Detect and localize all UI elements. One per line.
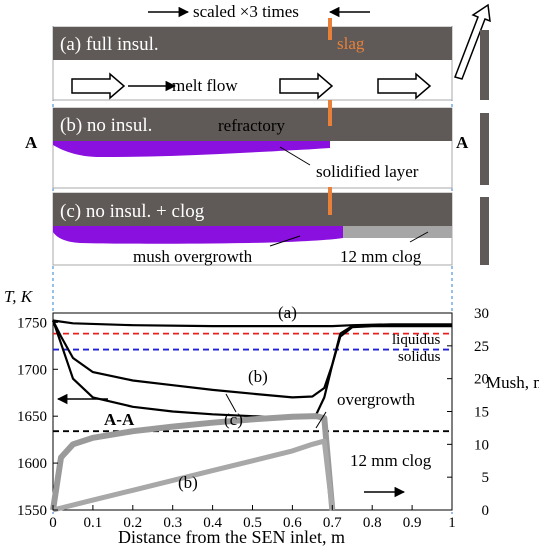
x-tick-label: 1 bbox=[448, 515, 456, 531]
clog-region bbox=[343, 226, 452, 238]
mush-overgrowth bbox=[53, 226, 343, 244]
solidified-leader bbox=[279, 146, 311, 166]
refractory-label: refractory bbox=[218, 116, 286, 135]
scale-note: scaled ×3 times bbox=[148, 2, 370, 21]
panel-b-refractory bbox=[53, 108, 452, 141]
series-line-mush-3 bbox=[50, 413, 336, 511]
clog-line-label: 12 mm clog bbox=[350, 451, 432, 470]
solidified-layer bbox=[53, 141, 330, 157]
chart: 0 0.1 0.2 0.3 0.4 0.5 0.6 0.7 0.8 0.9 1 1550160016… bbox=[4, 287, 539, 547]
curve-label-b: (b) bbox=[248, 367, 268, 386]
mush-label: mush overgrowth bbox=[133, 247, 253, 266]
x-tick-label: 0.8 bbox=[363, 515, 382, 531]
y-right-tick-label: 10 bbox=[474, 437, 489, 453]
section-mark-left: A bbox=[25, 133, 38, 152]
panel-c-label: (c) no insul. + clog bbox=[60, 201, 205, 222]
flow-arrow-icon bbox=[377, 72, 432, 100]
panel-b: (b) no insul. refractory solidified laye… bbox=[25, 100, 489, 189]
section-arrow-label: A-A bbox=[104, 410, 135, 429]
y-right-tick-label: 20 bbox=[474, 372, 489, 388]
slag-mark bbox=[328, 100, 332, 126]
y-left-tick-label: 1650 bbox=[17, 409, 47, 425]
solidus-label: solidus bbox=[398, 349, 441, 365]
reference-lines bbox=[53, 332, 452, 433]
mush-leader bbox=[269, 235, 301, 247]
curve-label-b-mush: (b) bbox=[178, 473, 198, 492]
x-tick-label: 0.7 bbox=[323, 515, 342, 531]
y-axis-left-title: T, K bbox=[4, 287, 34, 306]
panel-b-label: (b) no insul. bbox=[60, 115, 152, 136]
panel-a-refractory bbox=[53, 27, 452, 60]
outlet-wall bbox=[480, 30, 489, 100]
y-right-tick-label: 5 bbox=[482, 470, 490, 486]
curve-label-c: (c) bbox=[224, 410, 243, 429]
y-axis-right-title: Mush, mm bbox=[486, 373, 539, 392]
x-tick-label: 0.6 bbox=[283, 515, 302, 531]
clog-label: 12 mm clog bbox=[340, 247, 422, 266]
clog-leader bbox=[409, 231, 429, 243]
curve-c-leader bbox=[225, 393, 237, 413]
y-axis-left-title-text: T, K bbox=[4, 287, 34, 306]
y-left-tick-label: 1600 bbox=[17, 456, 47, 472]
x-tick-label: 0.2 bbox=[123, 515, 142, 531]
y-left-tick-label: 1550 bbox=[17, 503, 47, 519]
y-right-tick-label: 15 bbox=[474, 405, 489, 421]
y-right-tick-label: 0 bbox=[482, 503, 490, 519]
x-tick-label: 0 bbox=[49, 515, 57, 531]
curve-label-overgrowth: overgrowth bbox=[337, 390, 416, 409]
x-tick-label: 0.5 bbox=[243, 515, 262, 531]
panel-a: (a) full insul. slag melt flow bbox=[52, 3, 491, 101]
y-right-tick-label: 30 bbox=[474, 306, 489, 322]
x-axis: 0 0.1 0.2 0.3 0.4 0.5 0.6 0.7 0.8 0.9 1 bbox=[49, 505, 456, 531]
flow-arrow-icon bbox=[71, 72, 126, 100]
series-line-mush-4 bbox=[52, 438, 335, 513]
y-left-tick-label: 1700 bbox=[17, 362, 47, 378]
panel-a-label: (a) full insul. bbox=[60, 34, 159, 55]
slag-mark bbox=[328, 187, 332, 215]
flow-label: melt flow bbox=[172, 76, 238, 95]
flow-arrows bbox=[71, 3, 491, 100]
x-tick-label: 0.1 bbox=[84, 515, 103, 531]
x-tick-label: 0.4 bbox=[203, 515, 222, 531]
y-left-tick-label: 1750 bbox=[17, 315, 47, 331]
slag-label: slag bbox=[337, 34, 365, 53]
outlet-wall bbox=[480, 197, 489, 265]
slag-mark bbox=[328, 18, 332, 40]
liquidus-label: liquidus bbox=[392, 332, 441, 348]
section-mark-right: A bbox=[456, 133, 469, 152]
x-axis-title: Distance from the SEN inlet, m bbox=[118, 527, 345, 547]
outlet-wall bbox=[480, 113, 489, 185]
flow-arrow-icon bbox=[279, 72, 334, 100]
y-axis-right: 0 5 10 15 20 25 30 bbox=[447, 306, 489, 519]
y-right-tick-label: 25 bbox=[474, 339, 489, 355]
scale-text: scaled ×3 times bbox=[193, 2, 299, 21]
solidified-label: solidified layer bbox=[316, 162, 419, 181]
y-axis-left: 1550 1600 1650 1700 1750 bbox=[17, 315, 58, 519]
x-tick-label: 0.9 bbox=[403, 515, 422, 531]
x-tick-label: 0.3 bbox=[163, 515, 182, 531]
curve-label-a: (a) bbox=[278, 303, 297, 322]
overgrowth-leader bbox=[315, 411, 327, 429]
outlet-arrow-icon bbox=[454, 3, 491, 80]
panel-c-refractory bbox=[53, 193, 452, 226]
series-layer bbox=[50, 319, 452, 513]
panel-c: (c) no insul. + clog mush overgrowth 12 … bbox=[52, 187, 489, 266]
